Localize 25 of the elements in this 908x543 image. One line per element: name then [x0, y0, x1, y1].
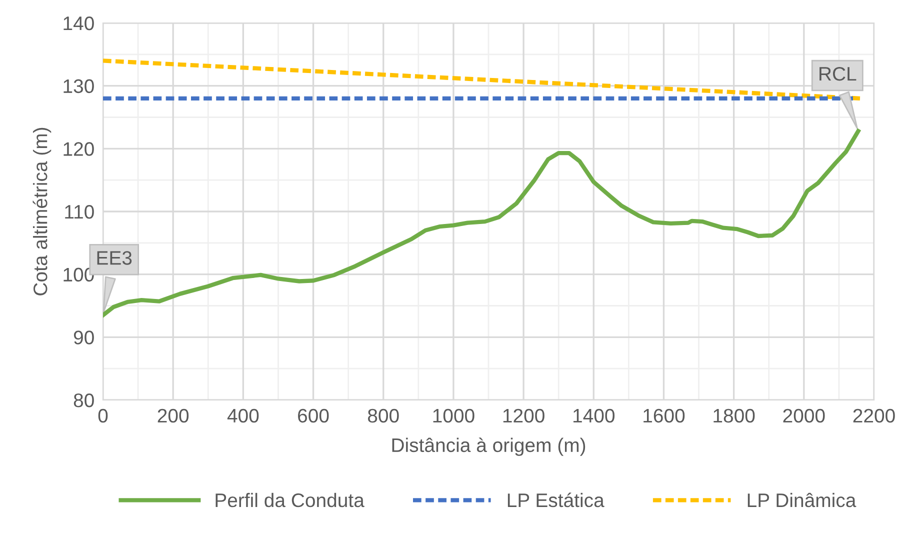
x-tick-label: 600	[298, 408, 329, 423]
annotation: EE3	[97, 251, 132, 265]
legend-label: LP Estática	[508, 492, 604, 508]
x-tick-label: 2000	[783, 408, 825, 423]
y-tick-label: 90	[74, 330, 94, 344]
x-tick-label: 1800	[714, 408, 755, 423]
x-tick-label: 200	[158, 408, 189, 423]
annotation: RCL	[820, 66, 856, 81]
legend-label: Perfil da Conduta	[216, 492, 364, 508]
y-tick-label: 140	[64, 16, 94, 30]
y-tick-label: 130	[64, 79, 94, 94]
x-axis-title: Distância à origem (m)	[392, 438, 586, 456]
y-axis-title: Cota altimétrica (m)	[32, 128, 52, 296]
x-tick-label: 1000	[433, 408, 474, 423]
legend-label: LP Dinâmica	[748, 492, 856, 508]
x-tick-label: 2200	[853, 408, 895, 423]
x-tick-label: 0	[98, 408, 108, 423]
x-tick-label: 1200	[503, 408, 544, 423]
x-tick-label: 1400	[573, 408, 615, 423]
x-tick-label: 800	[368, 408, 399, 423]
y-tick-label: 110	[65, 204, 94, 219]
x-tick-label: 400	[227, 408, 259, 423]
x-tick-label: 1600	[644, 408, 685, 423]
y-tick-label: 80	[74, 393, 94, 408]
y-tick-label: 120	[64, 142, 94, 156]
